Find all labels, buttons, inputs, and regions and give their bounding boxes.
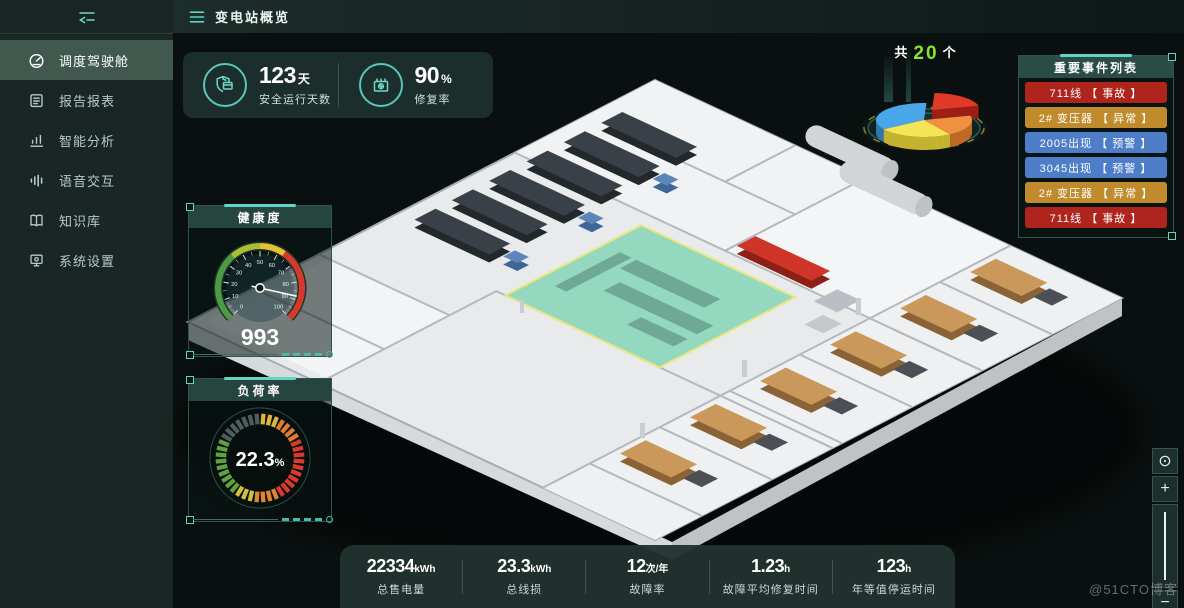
event-pie-chart: 共 20 个 [846,42,1006,164]
safe-days-label: 安全运行天数 [259,93,331,106]
health-panel: 健康度 0 10 20 30 40 50 60 70 80 90 100 993 [186,203,333,359]
health-value: 993 [240,324,280,350]
collapse-left-icon [78,11,95,23]
event-item[interactable]: 2005出现 【 预警 】 [1025,132,1167,153]
repair-rate-stat: 90% 修复率 [339,63,494,107]
page-title: 变电站概览 [215,10,291,25]
event-total-label: 共 20 个 [894,43,958,64]
safe-days-value: 123 [259,61,296,88]
event-total-count: 20 [913,43,939,64]
load-panel: 负荷率 22.3% [186,376,333,524]
sidebar-collapse-button[interactable] [0,0,173,34]
svg-text:30: 30 [236,271,242,277]
event-item[interactable]: 2# 变压器 【 异常 】 [1025,107,1167,128]
zoom-out-button[interactable]: − [1152,590,1178,608]
light-beam [906,50,911,102]
transformer-icon [358,63,403,107]
stat-divider [337,63,339,107]
sidebar-item-label: 系统设置 [59,253,116,269]
gauge-icon [29,53,44,68]
map-controls: ⊙ + − [1152,448,1178,608]
settings-icon [30,254,43,266]
menu-icon[interactable] [189,10,205,24]
zoom-in-button[interactable]: + [1152,476,1178,502]
repair-rate-label: 修复率 [414,93,451,106]
sidebar-item-label: 知识库 [59,213,102,229]
watermark: @51CTO博客 [1089,582,1178,597]
sidebar-item-intelligent-analysis[interactable]: 智能分析 [0,120,173,160]
load-value: 22.3% [235,449,285,471]
columns [520,298,861,438]
sidebar-item-label: 语音交互 [59,173,116,189]
svg-text:20: 20 [231,282,237,288]
kpi-line-loss: 23.3kWh 总线损 [497,556,552,596]
room-cabinets [554,252,721,347]
sidebar-item-reports[interactable]: 报告报表 [0,80,173,120]
svg-text:90: 90 [282,294,288,300]
kpi-outage-time: 123h 年等值停运时间 [851,556,936,596]
event-item[interactable]: 2# 变压器 【 异常 】 [1025,182,1167,203]
svg-text:40: 40 [245,263,251,269]
svg-text:50: 50 [257,260,263,266]
sidebar-menu: 调度驾驶舱 报告报表 智能分析 语音交互 [0,34,173,280]
sidebar-item-label: 智能分析 [59,133,116,149]
voice-icon [30,174,43,187]
health-title: 健康度 [189,206,331,228]
sidebar-item-dispatch-cockpit[interactable]: 调度驾驶舱 [0,40,173,80]
svg-text:60: 60 [269,263,275,269]
pie-svg [860,93,988,150]
zoom-slider[interactable] [1152,504,1178,588]
sidebar-item-label: 调度驾驶舱 [59,53,130,69]
sidebar-item-label: 报告报表 [59,93,116,109]
sidebar: 调度驾驶舱 报告报表 智能分析 语音交互 [0,0,173,608]
svg-text:100: 100 [274,304,284,310]
reset-view-button[interactable]: ⊙ [1152,448,1178,474]
kpi-mean-repair-time: 1.23h 故障平均修复时间 [722,556,819,596]
svg-text:70: 70 [278,271,284,277]
svg-text:80: 80 [282,282,288,288]
repair-rate-value: 90 [414,61,440,88]
panel-accent [1060,54,1132,57]
event-item[interactable]: 711线 【 事故 】 [1025,207,1167,228]
sidebar-item-system-settings[interactable]: 系统设置 [0,240,173,280]
equipment-tops [414,111,1069,488]
sidebar-item-voice-interaction[interactable]: 语音交互 [0,160,173,200]
bottom-kpi-bar: 22334kWh 总售电量 23.3kWh 总线损 12次/年 故障率 1.23… [340,545,955,608]
kpi-failure-rate: 12次/年 故障率 [626,556,669,596]
load-gauge [209,407,311,509]
event-list-panel: 重要事件列表 711线 【 事故 】 2# 变压器 【 异常 】 2005出现 … [1018,53,1176,240]
sidebar-item-knowledge-base[interactable]: 知识库 [0,200,173,240]
svg-text:10: 10 [232,294,238,300]
page-header: 变电站概览 [173,0,1184,33]
kpi-total-sold: 22334kWh 总售电量 [366,556,436,596]
load-title: 负荷率 [189,379,331,401]
zoom-slider-bar[interactable] [1164,512,1166,580]
event-list-title: 重要事件列表 [1019,56,1173,78]
safe-days-stat: 123 天 安全运行天数 [183,63,338,107]
knowledge-icon [30,214,43,226]
report-icon [30,93,43,107]
analysis-icon [30,134,44,147]
storage-tanks [805,125,933,218]
light-beam [884,56,893,102]
event-item[interactable]: 3045出现 【 预警 】 [1025,157,1167,178]
slab-side-right [672,298,1122,560]
event-item[interactable]: 711线 【 事故 】 [1025,82,1167,103]
top-stat-card: 123 天 安全运行天数 90% 修复率 [183,52,493,118]
svg-text:0: 0 [240,304,243,310]
shield-icon [203,63,247,107]
